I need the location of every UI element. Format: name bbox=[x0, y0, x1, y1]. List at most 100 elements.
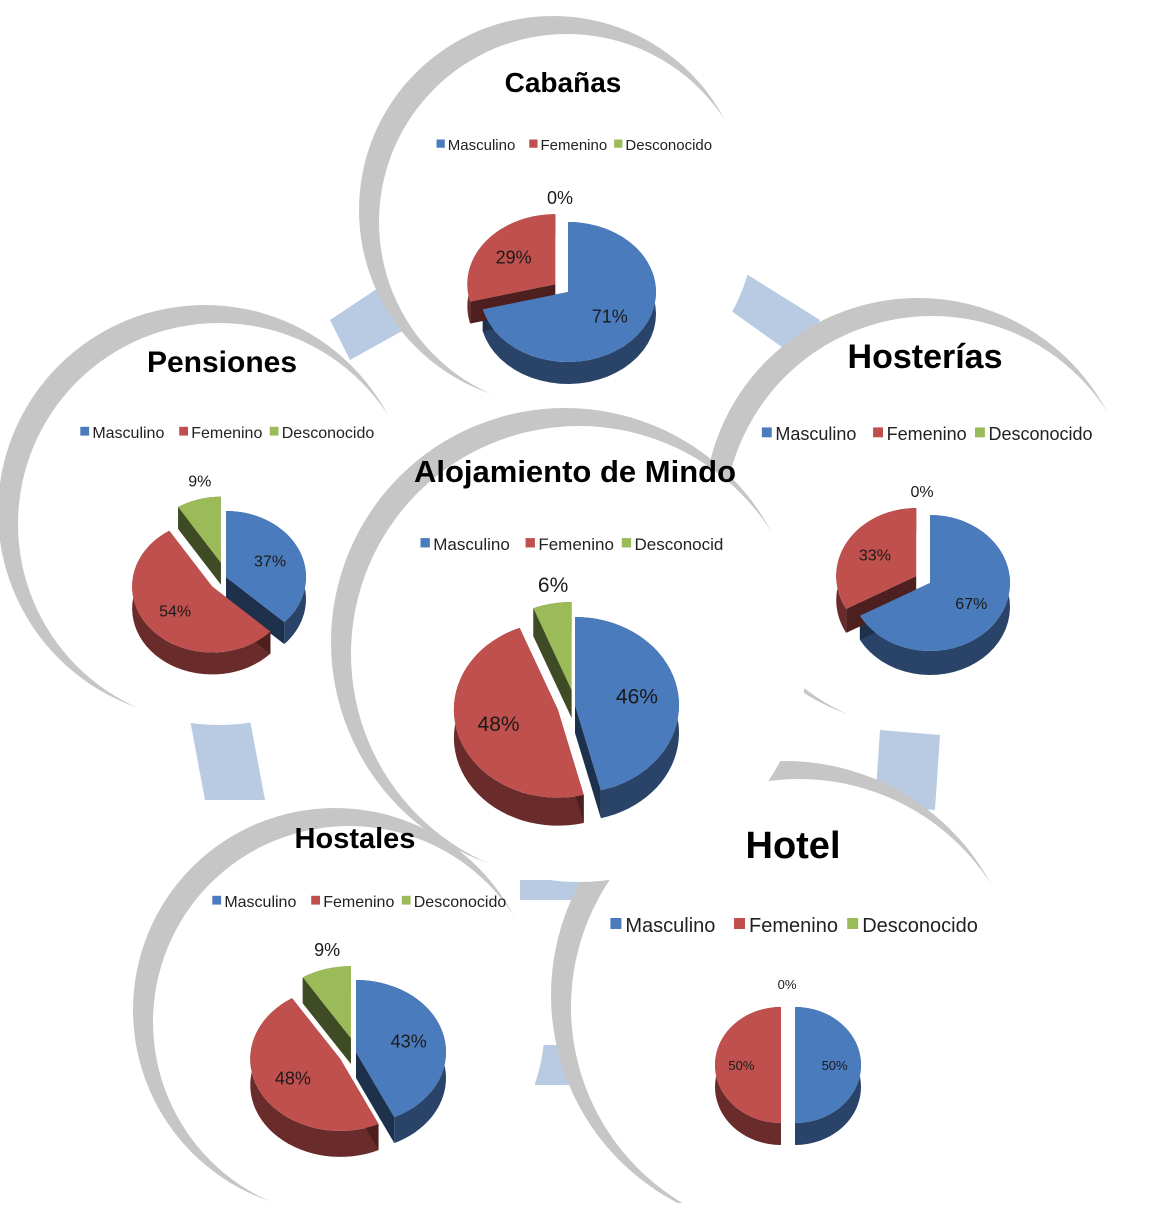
legend-item: Desconocido bbox=[625, 137, 712, 154]
chart-title: Alojamiento de Mindo bbox=[414, 454, 736, 489]
mindo-bubble: Alojamiento de Mindo Masculino Femenino Des… bbox=[331, 408, 807, 882]
legend-item: Masculino bbox=[775, 424, 856, 444]
legend-item: Femenino bbox=[749, 915, 838, 937]
pie-slice-wall bbox=[575, 705, 601, 819]
data-label: 37% bbox=[254, 553, 286, 570]
chart-title: Cabañas bbox=[505, 67, 622, 98]
legend-swatch bbox=[179, 426, 188, 436]
pie-slice-masculino bbox=[795, 1007, 861, 1123]
legend-swatch bbox=[621, 538, 632, 548]
pie-slice-femenino bbox=[836, 508, 917, 609]
legend-swatch bbox=[847, 918, 859, 929]
legend: Masculino Femenino Desconocido bbox=[436, 137, 712, 154]
legend-item: Desconocido bbox=[988, 424, 1092, 444]
connector-shape bbox=[190, 720, 265, 800]
legend-swatch bbox=[974, 427, 985, 438]
hosterias-bubble: Hosterías Masculino Femenino Desconocido 67%… bbox=[704, 298, 1140, 732]
legend-swatch bbox=[529, 139, 538, 148]
data-label: 48% bbox=[478, 713, 520, 736]
legend: Masculino Femenino Desconocido bbox=[80, 425, 374, 442]
legend-swatch bbox=[610, 918, 622, 929]
chart-title: Hostales bbox=[295, 823, 416, 855]
legend-item: Masculino bbox=[433, 535, 510, 554]
legend-swatch bbox=[212, 895, 222, 905]
pensiones-bubble: Pensiones Masculino Femenino Desconocido 37%… bbox=[0, 305, 420, 725]
chart-title: Hosterías bbox=[848, 338, 1003, 376]
legend-swatch bbox=[614, 139, 623, 148]
legend: Masculino Femenino Desconocido bbox=[212, 894, 506, 911]
pie-slice-wall bbox=[356, 1052, 395, 1144]
legend-item: Femenino bbox=[191, 425, 262, 442]
pie-slice-masculino bbox=[482, 222, 656, 362]
chart-title: Pensiones bbox=[147, 346, 297, 379]
legend-swatch bbox=[436, 139, 445, 148]
data-label: 29% bbox=[496, 247, 532, 267]
pie-slice-femenino bbox=[132, 530, 271, 653]
pie-slice-side bbox=[453, 627, 584, 826]
legend-item: Femenino bbox=[887, 424, 967, 444]
data-label: 9% bbox=[314, 940, 340, 960]
data-label: 0% bbox=[910, 484, 933, 501]
legend-item: Masculino bbox=[448, 137, 516, 154]
legend-swatch bbox=[525, 538, 535, 548]
legend-item: Femenino bbox=[538, 535, 614, 554]
legend-swatch bbox=[269, 426, 279, 436]
legend-swatch bbox=[873, 427, 883, 438]
legend-item: Femenino bbox=[541, 137, 608, 154]
legend-item: Desconocid bbox=[635, 535, 724, 554]
pie-slice-desconocido bbox=[178, 496, 221, 563]
data-label: 0% bbox=[778, 977, 797, 992]
pie-slice-femenino bbox=[715, 1007, 781, 1123]
pie-slice-desconocido bbox=[533, 602, 572, 691]
legend-item: Femenino bbox=[323, 894, 394, 911]
legend-item: Masculino bbox=[224, 894, 296, 911]
bubble-face bbox=[571, 779, 1027, 1208]
data-label: 33% bbox=[859, 547, 891, 564]
legend: Masculino Femenino Desconocid bbox=[420, 535, 724, 554]
legend-swatch bbox=[311, 895, 320, 905]
data-label: 67% bbox=[955, 596, 987, 613]
pie-slice-femenino bbox=[467, 214, 556, 302]
hotel-bubble: Hotel Masculino Femenino Desconocido 50% 50% 0… bbox=[551, 761, 1027, 1208]
pie-slice-masculino bbox=[859, 515, 1010, 651]
pie-slice-masculino bbox=[575, 617, 679, 791]
pie-slice-femenino bbox=[453, 627, 584, 798]
data-label: 9% bbox=[188, 474, 211, 491]
legend: Masculino Femenino Desconocido bbox=[761, 424, 1093, 444]
data-label: 43% bbox=[391, 1032, 427, 1052]
data-label: 0% bbox=[547, 188, 573, 208]
pie-slice-side bbox=[250, 998, 379, 1157]
pie-slice-femenino bbox=[250, 998, 379, 1131]
hostales-bubble: Hostales Masculino Femenino Desconocido 43% 4… bbox=[133, 808, 545, 1208]
legend-item: Desconocido bbox=[414, 894, 507, 911]
pie-slice-desconocido bbox=[302, 966, 351, 1039]
legend-swatch bbox=[734, 918, 745, 929]
legend-item: Masculino bbox=[625, 915, 715, 937]
data-label: 54% bbox=[159, 604, 191, 621]
cabanas-bubble: Cabañas Masculino Femenino Desconocido 71% 29… bbox=[359, 16, 755, 410]
pie-slice-wall bbox=[533, 608, 572, 719]
pie-slice-wall bbox=[226, 577, 285, 645]
pie-slice-wall bbox=[178, 507, 221, 585]
pie-slice-masculino bbox=[356, 980, 446, 1118]
legend-swatch bbox=[420, 538, 430, 548]
legend-swatch bbox=[401, 895, 411, 905]
legend-swatch bbox=[80, 426, 90, 436]
data-label: 50% bbox=[728, 1058, 754, 1073]
data-label: 71% bbox=[592, 307, 628, 327]
chart-title: Hotel bbox=[746, 825, 841, 867]
legend-swatch bbox=[761, 427, 772, 438]
data-label: 6% bbox=[538, 574, 568, 597]
data-label: 48% bbox=[275, 1069, 311, 1089]
legend-item: Desconocido bbox=[282, 425, 375, 442]
legend-item: Masculino bbox=[92, 425, 164, 442]
pie-slice-side bbox=[132, 530, 271, 675]
data-label: 46% bbox=[616, 685, 658, 708]
data-label: 50% bbox=[822, 1058, 848, 1073]
legend: Masculino Femenino Desconocido bbox=[610, 915, 978, 937]
pie-slice-masculino bbox=[226, 511, 307, 623]
legend-item: Desconocido bbox=[862, 915, 978, 937]
pie-slice-wall bbox=[302, 977, 351, 1065]
